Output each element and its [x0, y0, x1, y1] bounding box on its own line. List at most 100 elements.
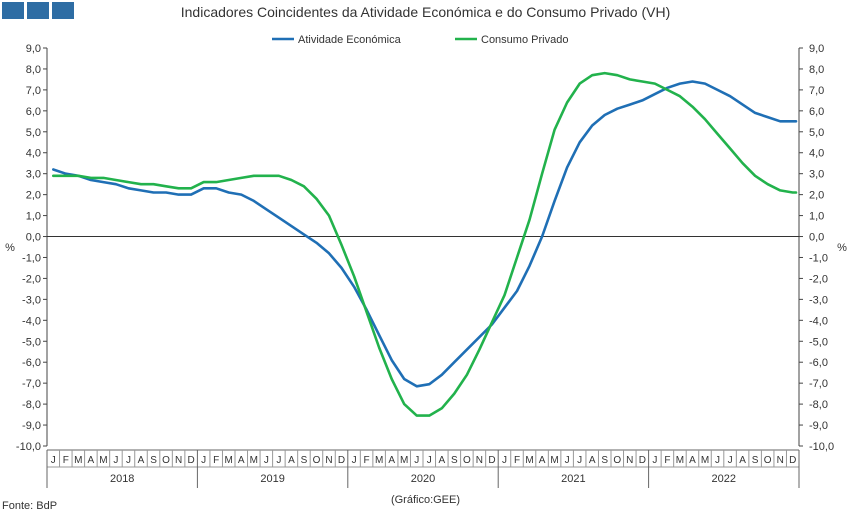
y-tick-label-right: -1,0 [809, 252, 828, 264]
y-tick-label-right: 3,0 [809, 169, 824, 181]
y-tick-label-right: -7,0 [809, 378, 828, 390]
month-tick-label: N [325, 455, 332, 466]
y-tick-label-left: -9,0 [22, 420, 41, 432]
y-tick-label-left: 3,0 [26, 169, 41, 181]
y-tick-label-left: -3,0 [22, 294, 41, 306]
y-tick-label-left: 4,0 [26, 148, 41, 160]
logo [2, 2, 74, 19]
year-label: 2022 [712, 473, 736, 485]
y-axis-title-right: % [837, 242, 847, 254]
month-tick-label: O [313, 455, 321, 466]
y-tick-label-left: 9,0 [26, 43, 41, 55]
y-tick-label-right: 5,0 [809, 127, 824, 139]
y-tick-label-right: 9,0 [809, 43, 824, 55]
series-line-consumo [51, 71, 798, 417]
y-tick-label-left: -6,0 [22, 357, 41, 369]
y-tick-label-right: -4,0 [809, 315, 828, 327]
y-tick-label-right: -2,0 [809, 273, 828, 285]
month-tick-label: J [577, 455, 582, 466]
month-tick-label: M [225, 455, 233, 466]
month-tick-label: A [589, 455, 596, 466]
y-tick-label-right: 2,0 [809, 190, 824, 202]
month-tick-label: M [400, 455, 408, 466]
month-tick-label: J [201, 455, 206, 466]
month-tick-label: A [438, 455, 445, 466]
month-tick-label: N [626, 455, 633, 466]
month-tick-label: O [162, 455, 170, 466]
legend-label-atividade: Atividade Económica [298, 34, 402, 46]
y-axis-title-left: % [5, 242, 15, 254]
year-label: 2020 [411, 473, 435, 485]
y-tick-label-left: 6,0 [26, 106, 41, 118]
y-tick-label-left: 5,0 [26, 127, 41, 139]
y-tick-label-left: 2,0 [26, 190, 41, 202]
y-tick-label-right: -5,0 [809, 336, 828, 348]
month-tick-label: J [264, 455, 269, 466]
month-tick-label: J [565, 455, 570, 466]
month-tick-label: J [126, 455, 131, 466]
legend-label-consumo: Consumo Privado [481, 34, 568, 46]
month-tick-label: D [488, 455, 495, 466]
month-tick-label: M [375, 455, 383, 466]
month-tick-label: J [728, 455, 733, 466]
y-tick-label-left: -10,0 [16, 441, 41, 453]
month-tick-label: J [113, 455, 118, 466]
month-tick-label: M [99, 455, 107, 466]
month-tick-label: A [539, 455, 546, 466]
y-tick-label-right: -9,0 [809, 420, 828, 432]
month-tick-label: M [676, 455, 684, 466]
y-tick-label-right: 1,0 [809, 211, 824, 223]
source-note: Fonte: BdP [2, 500, 58, 512]
month-tick-label: O [463, 455, 471, 466]
month-tick-label: J [502, 455, 507, 466]
logo-square [27, 2, 49, 19]
month-tick-label: D [639, 455, 646, 466]
logo-square [52, 2, 74, 19]
logo-square [2, 2, 24, 19]
month-tick-label: M [550, 455, 558, 466]
year-label: 2018 [110, 473, 134, 485]
month-tick-label: S [150, 455, 157, 466]
y-tick-label-left: -7,0 [22, 378, 41, 390]
month-tick-label: F [664, 455, 670, 466]
month-tick-label: S [752, 455, 759, 466]
chart-title: Indicadores Coincidentes da Atividade Ec… [180, 4, 671, 20]
series-line-atividade [51, 80, 798, 388]
y-tick-label-left: 8,0 [26, 64, 41, 76]
month-tick-label: J [414, 455, 419, 466]
month-tick-label: J [427, 455, 432, 466]
y-tick-label-left: -2,0 [22, 273, 41, 285]
month-tick-label: F [63, 455, 69, 466]
month-tick-label: A [739, 455, 746, 466]
month-tick-label: A [388, 455, 395, 466]
month-tick-label: M [525, 455, 533, 466]
month-tick-label: J [352, 455, 357, 466]
y-tick-label-right: -8,0 [809, 399, 828, 411]
y-tick-label-right: -3,0 [809, 294, 828, 306]
y-tick-label-left: -1,0 [22, 252, 41, 264]
month-tick-label: F [364, 455, 370, 466]
y-tick-label-left: 7,0 [26, 85, 41, 97]
month-tick-label: M [250, 455, 258, 466]
month-tick-label: S [451, 455, 458, 466]
month-tick-label: D [789, 455, 796, 466]
y-tick-label-right: 0,0 [809, 232, 824, 244]
month-tick-label: O [613, 455, 621, 466]
y-tick-label-right: 7,0 [809, 85, 824, 97]
month-tick-label: D [338, 455, 345, 466]
chart-credit: (Gráfico:GEE) [390, 494, 461, 506]
month-tick-label: S [301, 455, 308, 466]
y-tick-label-left: -5,0 [22, 336, 41, 348]
y-tick-label-right: 8,0 [809, 64, 824, 76]
y-tick-label-left: -4,0 [22, 315, 41, 327]
month-tick-label: A [288, 455, 295, 466]
month-tick-label: A [689, 455, 696, 466]
month-tick-label: D [188, 455, 195, 466]
y-tick-label-right: 4,0 [809, 148, 824, 160]
month-tick-label: A [88, 455, 95, 466]
month-tick-label: S [601, 455, 608, 466]
year-label: 2019 [260, 473, 284, 485]
y-tick-label-right: -10,0 [809, 441, 834, 453]
month-tick-label: J [276, 455, 281, 466]
